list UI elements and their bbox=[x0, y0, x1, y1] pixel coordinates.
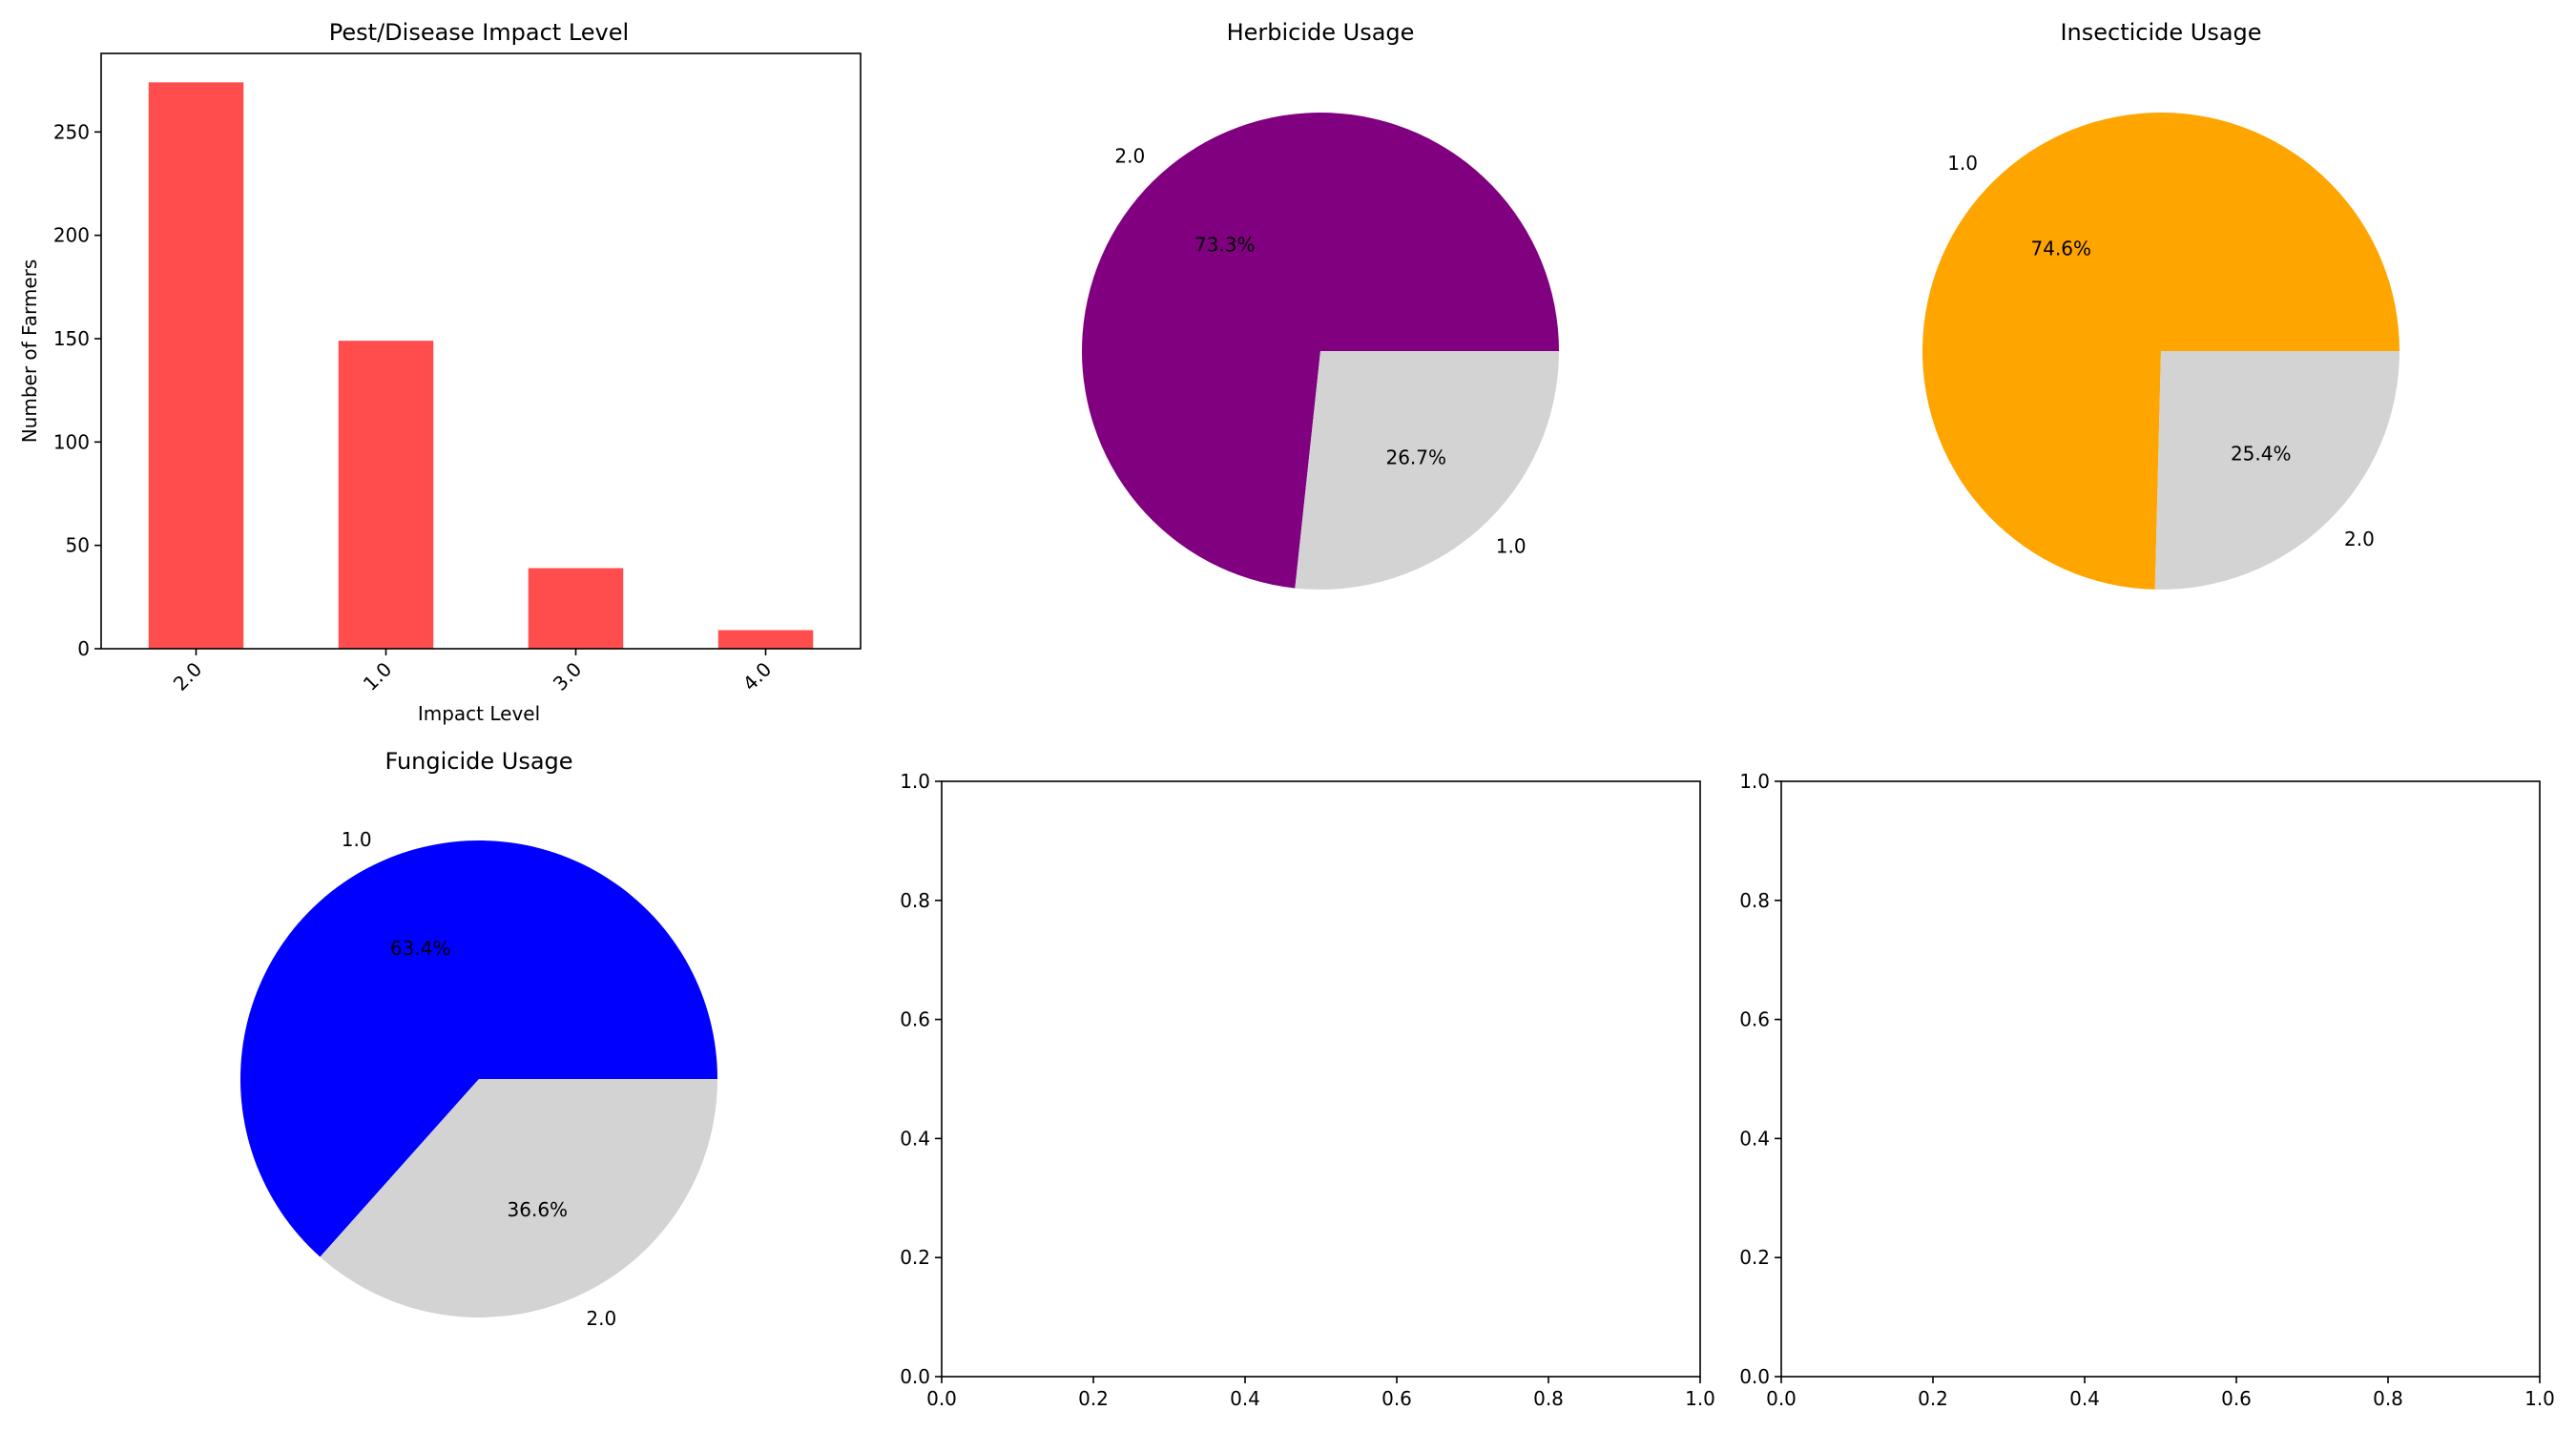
pie-percent-label: 74.6% bbox=[2031, 238, 2092, 260]
x-tick-label: 0.2 bbox=[1078, 1387, 1109, 1410]
y-tick-label: 0.2 bbox=[900, 1246, 930, 1269]
fungicide-chart-title: Fungicide Usage bbox=[384, 748, 572, 775]
pie-slice-2.0 bbox=[2154, 351, 2399, 590]
x-tick-label: 0.8 bbox=[1533, 1387, 1564, 1410]
insecticide-chart-title: Insecticide Usage bbox=[2060, 19, 2261, 46]
y-tick-label: 100 bbox=[53, 430, 90, 453]
x-tick-label: 0.0 bbox=[926, 1387, 957, 1410]
y-tick-label: 0.6 bbox=[900, 1008, 930, 1031]
x-tick-label: 0.0 bbox=[1766, 1387, 1797, 1410]
y-tick-label: 50 bbox=[66, 534, 90, 557]
pie-category-label: 1.0 bbox=[1947, 152, 1978, 175]
y-tick-label: 0.6 bbox=[1739, 1008, 1770, 1031]
impact-y-axis-label: Number of Farmers bbox=[18, 259, 41, 444]
pie-percent-label: 63.4% bbox=[390, 937, 451, 960]
bar-3.0 bbox=[528, 568, 624, 649]
bar-4.0 bbox=[717, 630, 814, 649]
pie-category-label: 2.0 bbox=[2344, 528, 2375, 550]
y-tick-label: 250 bbox=[53, 120, 90, 143]
pie-percent-label: 73.3% bbox=[1195, 233, 1256, 256]
y-tick-label: 0.4 bbox=[900, 1127, 930, 1150]
pie-slice-1.0 bbox=[1922, 113, 2399, 590]
impact-x-axis-label: Impact Level bbox=[418, 702, 540, 725]
pie-percent-label: 26.7% bbox=[1385, 446, 1446, 469]
fungicide-pie: 1.0 63.4% 2.0 36.6% bbox=[240, 828, 717, 1330]
insecticide-pie: 1.0 74.6% 2.0 25.4% bbox=[1922, 113, 2399, 590]
y-tick-label: 0.8 bbox=[1739, 889, 1770, 912]
y-tick-label: 200 bbox=[53, 224, 90, 247]
bar-1.0 bbox=[338, 341, 434, 649]
pie-slice-2.0 bbox=[1082, 113, 1559, 589]
x-tick-label: 0.2 bbox=[1918, 1387, 1948, 1410]
pie-slice-1.0 bbox=[240, 840, 717, 1257]
x-tick-label: 1.0 bbox=[1685, 1387, 1715, 1410]
pie-category-label: 2.0 bbox=[586, 1307, 616, 1330]
empty-axes-2-ticks: 0.0 0.2 0.4 0.6 0.8 1.0 0.0 0.2 0.4 0.6 0.8 1.0 bbox=[1739, 770, 2555, 1410]
pie-percent-label: 25.4% bbox=[2231, 442, 2292, 465]
x-tick-label: 0.6 bbox=[2221, 1387, 2252, 1410]
pie-category-label: 2.0 bbox=[1114, 144, 1145, 167]
y-tick-label: 0.2 bbox=[1739, 1246, 1770, 1269]
y-tick-label: 150 bbox=[53, 327, 90, 350]
impact-bars bbox=[148, 82, 814, 650]
herbicide-chart-title: Herbicide Usage bbox=[1227, 19, 1415, 46]
x-tick-label: 1.0 bbox=[2524, 1387, 2555, 1410]
y-tick-label: 0.4 bbox=[1739, 1127, 1770, 1150]
impact-chart-title: Pest/Disease Impact Level bbox=[329, 19, 629, 46]
y-tick-label: 0.8 bbox=[900, 889, 930, 912]
impact-axes-frame bbox=[100, 52, 862, 650]
impact-bar-chart: Pest/Disease Impact Level 0 50 100 150 200 25… bbox=[18, 19, 862, 725]
empty-axes-1-frame bbox=[941, 780, 1701, 1378]
herbicide-pie: 2.0 73.3% 1.0 26.7% bbox=[1082, 113, 1559, 590]
fungicide-pie-chart: Fungicide Usage 1.0 63.4% 2.0 36.6% bbox=[240, 748, 717, 1330]
pie-category-label: 1.0 bbox=[1496, 535, 1527, 558]
empty-axes-2-frame bbox=[1780, 780, 2541, 1378]
empty-axes-2: 0.0 0.2 0.4 0.6 0.8 1.0 0.0 0.2 0.4 0.6 0.8 1.0 bbox=[1739, 770, 2555, 1410]
impact-y-ticks: 0 50 100 150 200 250 bbox=[53, 120, 101, 660]
x-tick-label: 0.4 bbox=[1230, 1387, 1260, 1410]
pie-category-label: 1.0 bbox=[342, 828, 372, 851]
bar-2.0 bbox=[148, 82, 244, 650]
herbicide-pie-chart: Herbicide Usage 2.0 73.3% 1.0 26.7% bbox=[1082, 19, 1559, 590]
x-tick-label: 0.8 bbox=[2373, 1387, 2403, 1410]
pie-slice-2.0 bbox=[320, 1079, 717, 1318]
x-tick-label: 0.4 bbox=[2069, 1387, 2100, 1410]
y-tick-label: 1.0 bbox=[1739, 770, 1770, 793]
insecticide-pie-chart: Insecticide Usage 1.0 74.6% 2.0 25.4% bbox=[1922, 19, 2399, 590]
x-tick-label: 0.6 bbox=[1381, 1387, 1412, 1410]
y-tick-label: 0.0 bbox=[1739, 1365, 1770, 1388]
empty-axes-1: 0.0 0.2 0.4 0.6 0.8 1.0 0.0 0.2 0.4 0.6 0.8 1.0 bbox=[900, 770, 1715, 1410]
y-tick-label: 1.0 bbox=[900, 770, 930, 793]
y-tick-label: 0.0 bbox=[900, 1365, 930, 1388]
pie-percent-label: 36.6% bbox=[508, 1198, 569, 1221]
pie-slice-1.0 bbox=[1295, 351, 1559, 590]
empty-axes-1-ticks: 0.0 0.2 0.4 0.6 0.8 1.0 0.0 0.2 0.4 0.6 0.8 1.0 bbox=[900, 770, 1715, 1410]
y-tick-label: 0 bbox=[77, 637, 90, 660]
